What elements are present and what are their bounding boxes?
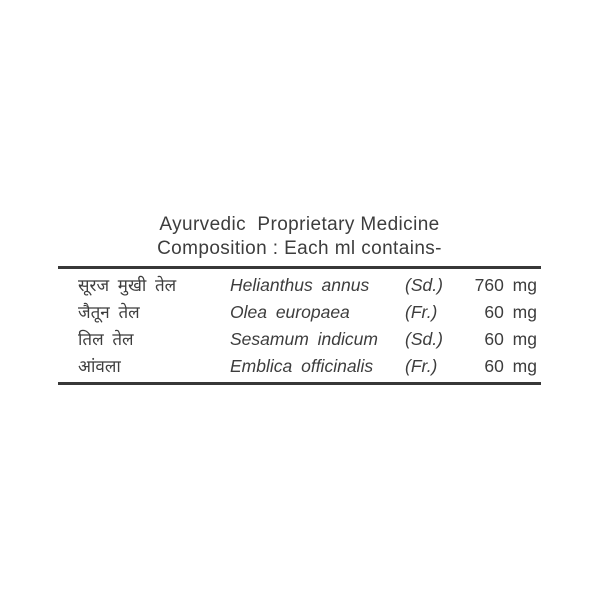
- table-row: जैतून तेल Olea europaea (Fr.) 60 mg: [58, 299, 541, 326]
- table-row: आंवला Emblica officinalis (Fr.) 60 mg: [58, 353, 541, 380]
- ingredient-local-name: सूरज मुखी तेल: [78, 276, 177, 295]
- ingredient-plant-part: (Sd.): [405, 329, 443, 349]
- ingredient-local-name: आंवला: [78, 357, 121, 376]
- label-content: Ayurvedic Proprietary Medicine Compositi…: [58, 213, 541, 385]
- table-row: तिल तेल Sesamum indicum (Sd.) 60 mg: [58, 326, 541, 353]
- ingredient-botanical-name: Emblica officinalis: [230, 356, 374, 376]
- ingredient-quantity: 60 mg: [484, 302, 537, 322]
- ingredient-plant-part: (Sd.): [405, 275, 443, 295]
- composition-table: सूरज मुखी तेल Helianthus annus (Sd.) 760…: [58, 266, 541, 385]
- ingredient-quantity: 60 mg: [484, 329, 537, 349]
- ingredient-quantity: 60 mg: [484, 356, 537, 376]
- ingredient-local-name: जैतून तेल: [78, 303, 140, 322]
- composition-heading: Composition : Each ml contains-: [157, 238, 442, 259]
- table-row: सूरज मुखी तेल Helianthus annus (Sd.) 760…: [58, 272, 541, 299]
- ingredient-plant-part: (Fr.): [405, 302, 438, 322]
- ingredient-local-name: तिल तेल: [78, 330, 134, 349]
- ingredient-botanical-name: Sesamum indicum: [230, 329, 378, 349]
- label-title: Ayurvedic Proprietary Medicine: [159, 214, 440, 235]
- ingredient-botanical-name: Helianthus annus: [230, 275, 370, 295]
- ingredient-plant-part: (Fr.): [405, 356, 438, 376]
- ingredient-botanical-name: Olea europaea: [230, 302, 350, 322]
- ingredient-quantity: 760 mg: [474, 275, 537, 295]
